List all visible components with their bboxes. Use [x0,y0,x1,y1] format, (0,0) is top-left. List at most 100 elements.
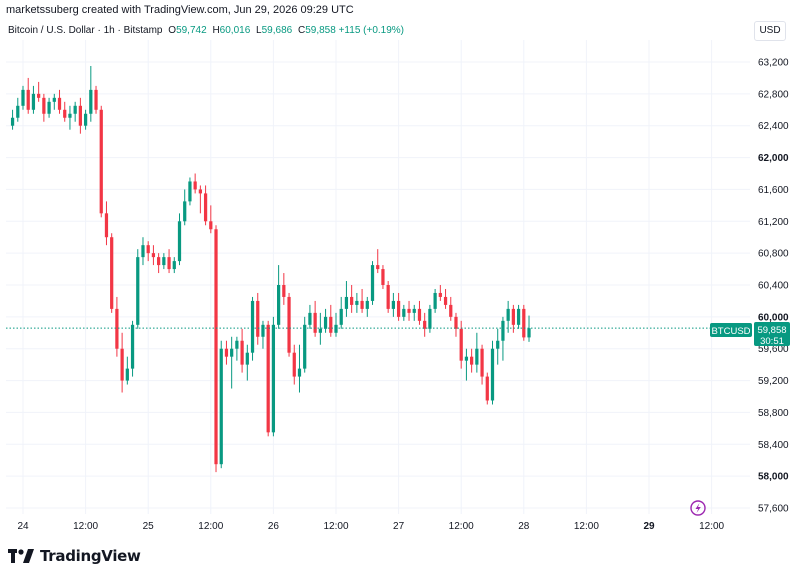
candle-body [183,201,187,222]
candle-body [506,308,510,321]
candle [496,328,500,365]
candle [214,225,218,473]
price-axis[interactable]: 63,200 62,800 62,400 62,000 61,600 61,200 60,8… [758,58,789,515]
candle-body [188,181,192,202]
x-tick-label: 25 [143,521,155,532]
chart-grid [6,40,750,514]
candle-body [282,285,286,297]
candle [506,300,510,333]
y-tick-label: 58,800 [758,408,789,419]
symbol-legend: Bitcoin / U.S. Dollar · 1h · Bitstamp O5… [8,22,404,40]
candle-body [68,113,72,118]
last-price-box [754,322,790,346]
candle [454,312,458,337]
candle-body [240,340,244,365]
candle [271,316,276,437]
y-tick-label: 63,200 [758,58,789,69]
candle-body [381,269,385,285]
candle-body [287,296,291,353]
candle-body [313,312,317,333]
candle-body [110,237,114,309]
candle [235,336,239,361]
candle-body [511,308,515,325]
candle-body [245,352,249,365]
candle [449,296,453,321]
candle-body [376,265,380,270]
candle [115,296,119,357]
candle [110,233,114,313]
candle [78,97,83,134]
candle [136,249,140,329]
x-tick-label: 12:00 [699,521,724,532]
chart-caption: marketssuberg created with TradingView.c… [6,4,354,16]
y-tick-label: 60,400 [758,281,789,292]
last-price-value: 59,858 [757,325,786,336]
candle [26,77,30,114]
candle [365,296,369,317]
candle-body [224,348,229,357]
candle [130,320,135,377]
candle-body [303,324,307,369]
candle-body [412,308,416,313]
legend-close-value: 59,858 [305,25,336,36]
candle-body [47,101,51,114]
candle-body [57,97,62,110]
candle [63,101,67,122]
candle [183,189,187,226]
candle-body [261,324,265,337]
candle [177,213,182,266]
candle-body [485,376,489,401]
candle [475,332,479,373]
y-tick-label: 60,000 [758,312,789,323]
candle [172,257,176,274]
candle [83,109,88,130]
candle-body [522,308,526,338]
candle [261,320,265,349]
candle [308,304,312,329]
candle-body [167,257,171,270]
candle [287,292,291,357]
candle-body [115,308,119,349]
candle-body [496,340,500,349]
candle [350,285,354,313]
candle-body [16,105,20,118]
candle-body [308,312,312,325]
candle-body [130,324,135,369]
candle [162,253,166,270]
y-tick-label: 61,600 [758,185,789,196]
candle-body [490,348,495,401]
candle-body [198,189,202,194]
candle [412,304,416,321]
legend-low-key: L [256,25,262,36]
candle [57,89,62,114]
candle [16,97,20,122]
last-price-tag: BTCUSD 59,858 30:51 [710,322,790,347]
candle [459,320,463,369]
candle-body [271,324,276,433]
candle [276,265,281,329]
candle [266,320,270,437]
candle [417,300,422,325]
candle-body [214,229,218,465]
y-tick-label: 57,600 [758,504,789,515]
candle-body [37,93,41,98]
candle-body [250,300,255,353]
candle-body [417,308,422,321]
candle-body [52,97,56,102]
time-axis[interactable]: 24 12:00 25 12:00 26 12:00 27 12:00 28 12:00 29 12:… [17,521,724,532]
candle-body [407,308,411,313]
candle [396,292,401,321]
candle [240,328,244,373]
currency-button[interactable]: USD [754,21,786,41]
live-session-icon[interactable] [688,498,708,518]
candle-body [219,348,223,465]
ticker-label: BTCUSD [711,326,750,337]
tradingview-branding[interactable]: TradingView [8,546,141,566]
candle [31,85,36,114]
candle-body [527,328,531,338]
candle [94,85,98,114]
chart-caption-bar: marketssuberg created with TradingView.c… [0,0,800,18]
y-tick-label: 59,200 [758,376,789,387]
candle [209,205,213,234]
